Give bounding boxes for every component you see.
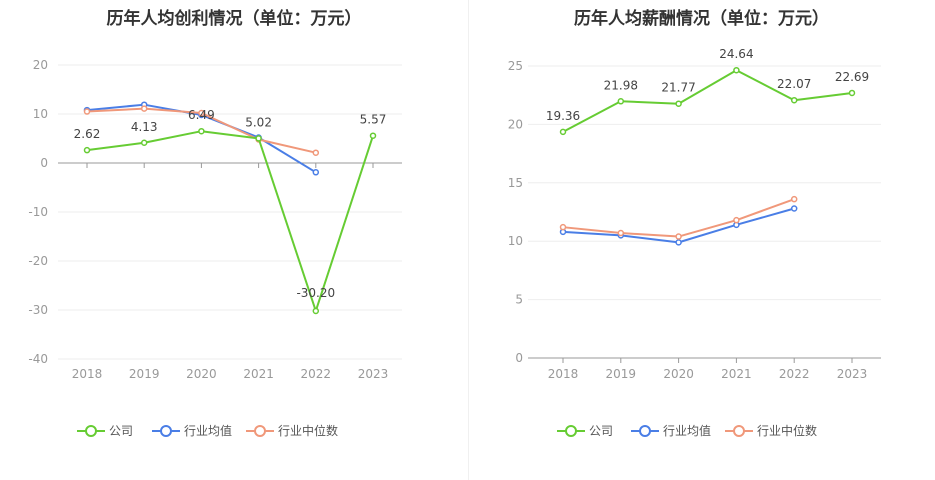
- x-tick-label: 2022: [779, 367, 810, 381]
- legend-label: 行业均值: [184, 423, 232, 438]
- data-label: 6.49: [188, 108, 215, 122]
- x-tick-label: 2018: [72, 367, 103, 381]
- chart-right: 历年人均薪酬情况（单位：万元） 25 20 15 10 5 0 2018 2019 2020 20…: [468, 0, 935, 480]
- y-tick-label: 20: [33, 58, 48, 72]
- x-tick-label: 2021: [243, 367, 274, 381]
- data-point: [790, 195, 798, 203]
- data-point: [198, 127, 205, 135]
- legend-marker: [565, 425, 577, 437]
- x-tick-label: 2023: [358, 367, 389, 381]
- data-point: [617, 229, 625, 237]
- data-point: [312, 149, 320, 156]
- data-label: 4.13: [131, 120, 158, 134]
- legend-marker: [85, 425, 97, 437]
- legend-marker: [639, 425, 651, 437]
- legend-label: 行业中位数: [757, 423, 817, 438]
- data-label: 2.62: [74, 127, 101, 141]
- data-point: [617, 98, 625, 105]
- data-label: 5.57: [360, 113, 387, 127]
- y-tick-label: 5: [515, 293, 523, 307]
- chart-title: 历年人均创利情况（单位：万元）: [106, 9, 362, 29]
- legend-marker: [733, 425, 745, 437]
- chart-left: 历年人均创利情况（单位：万元） 20 10 0 -10 -20 -30 -40 2018 201…: [28, 9, 402, 438]
- data-point: [83, 146, 91, 154]
- data-point: [559, 128, 567, 136]
- data-label: 22.07: [777, 77, 811, 91]
- data-point: [675, 239, 682, 246]
- data-point: [733, 66, 740, 74]
- chart-left-svg: 20 10 0 -10 -20 -30 -40 2018 2019 2020 2021 2022 202…: [28, 58, 402, 438]
- legend-marker: [254, 425, 266, 437]
- data-label: 21.77: [661, 81, 695, 95]
- y-tick-label: 0: [40, 156, 48, 170]
- data-label: 21.98: [604, 78, 638, 92]
- y-tick-label: -40: [28, 352, 48, 366]
- legend-label: 公司: [109, 424, 133, 438]
- data-label: -30.20: [296, 286, 335, 300]
- legend-label: 行业均值: [663, 423, 711, 438]
- data-point: [848, 89, 856, 97]
- data-point: [140, 139, 148, 147]
- x-tick-label: 2019: [129, 367, 160, 381]
- y-tick-label: -20: [28, 254, 48, 268]
- data-label: 22.69: [835, 70, 869, 84]
- x-tick-label: 2022: [301, 367, 332, 381]
- y-tick-label: 25: [508, 59, 523, 73]
- y-tick-label: 0: [515, 351, 523, 365]
- chart-title: 历年人均薪酬情况（单位：万元）: [574, 9, 829, 29]
- y-tick-label: 10: [508, 234, 523, 248]
- data-point: [83, 108, 91, 115]
- y-tick-label: -10: [28, 205, 48, 219]
- legend-marker: [160, 425, 172, 437]
- y-tick-label: -30: [28, 303, 48, 317]
- legend-label: 行业中位数: [278, 423, 338, 438]
- data-point: [369, 132, 377, 139]
- data-point: [198, 109, 205, 117]
- legend-label: 公司: [589, 424, 613, 438]
- data-point: [675, 100, 682, 107]
- panel-divider: [468, 0, 469, 480]
- data-point: [733, 216, 740, 224]
- data-label: 19.36: [546, 109, 580, 123]
- data-point: [790, 96, 798, 104]
- x-tick-label: 2020: [663, 367, 694, 381]
- chart-right-svg: 25 20 15 10 5 0 2018 2019 2020 2021 2022 2023 19.36 2…: [508, 47, 881, 438]
- data-point: [790, 205, 798, 212]
- data-point: [140, 105, 148, 112]
- y-tick-label: 20: [508, 117, 523, 131]
- x-tick-label: 2021: [721, 367, 752, 381]
- data-point: [255, 135, 262, 142]
- x-tick-label: 2023: [837, 367, 868, 381]
- series-line-company: [562, 69, 853, 133]
- data-point: [559, 223, 567, 231]
- x-tick-label: 2020: [186, 367, 217, 381]
- data-point: [312, 307, 320, 315]
- data-label: 24.64: [719, 47, 753, 61]
- y-tick-label: 15: [508, 176, 523, 190]
- x-tick-label: 2019: [606, 367, 637, 381]
- data-label: 5.02: [245, 115, 272, 129]
- data-point: [675, 233, 682, 240]
- y-tick-label: 10: [33, 107, 48, 121]
- series-line-company: [86, 130, 374, 312]
- data-point: [312, 169, 320, 176]
- x-tick-label: 2018: [548, 367, 579, 381]
